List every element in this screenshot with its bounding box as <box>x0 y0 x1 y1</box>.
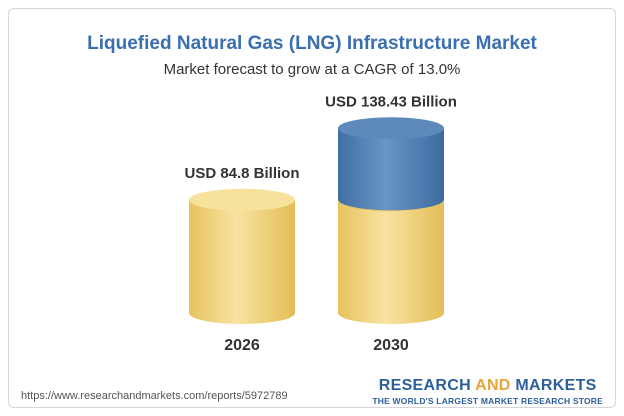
bar-2030-base-body <box>338 199 444 324</box>
chart-subtitle: Market forecast to grow at a CAGR of 13.… <box>163 61 461 78</box>
brand-logo: RESEARCH AND MARKETS THE WORLD'S LARGEST… <box>372 377 603 406</box>
category-label-2026: 2026 <box>224 337 260 354</box>
data-label-2030: USD 138.43 Billion <box>325 93 457 110</box>
chart-frame: Liquefied Natural Gas (LNG) Infrastructu… <box>8 8 616 408</box>
chart-title: Liquefied Natural Gas (LNG) Infrastructu… <box>87 33 537 54</box>
bar-2030-growth-cap <box>338 117 444 140</box>
cylinder-bar-chart: USD 84.8 Billion 2026 USD 138.43 Billion 20… <box>184 93 457 354</box>
bar-2026-base-body <box>189 199 295 324</box>
data-label-2026: USD 84.8 Billion <box>184 165 299 182</box>
source-url: https://www.researchandmarkets.com/repor… <box>21 390 288 402</box>
bar-2026-base-cap <box>189 188 295 211</box>
category-label-2030: 2030 <box>373 337 409 354</box>
brand-name: RESEARCH AND MARKETS <box>378 377 597 394</box>
brand-tagline: THE WORLD'S LARGEST MARKET RESEARCH STOR… <box>372 396 603 406</box>
bar-2030-seam <box>337 199 445 212</box>
bar-2030-growth-body <box>338 128 444 211</box>
